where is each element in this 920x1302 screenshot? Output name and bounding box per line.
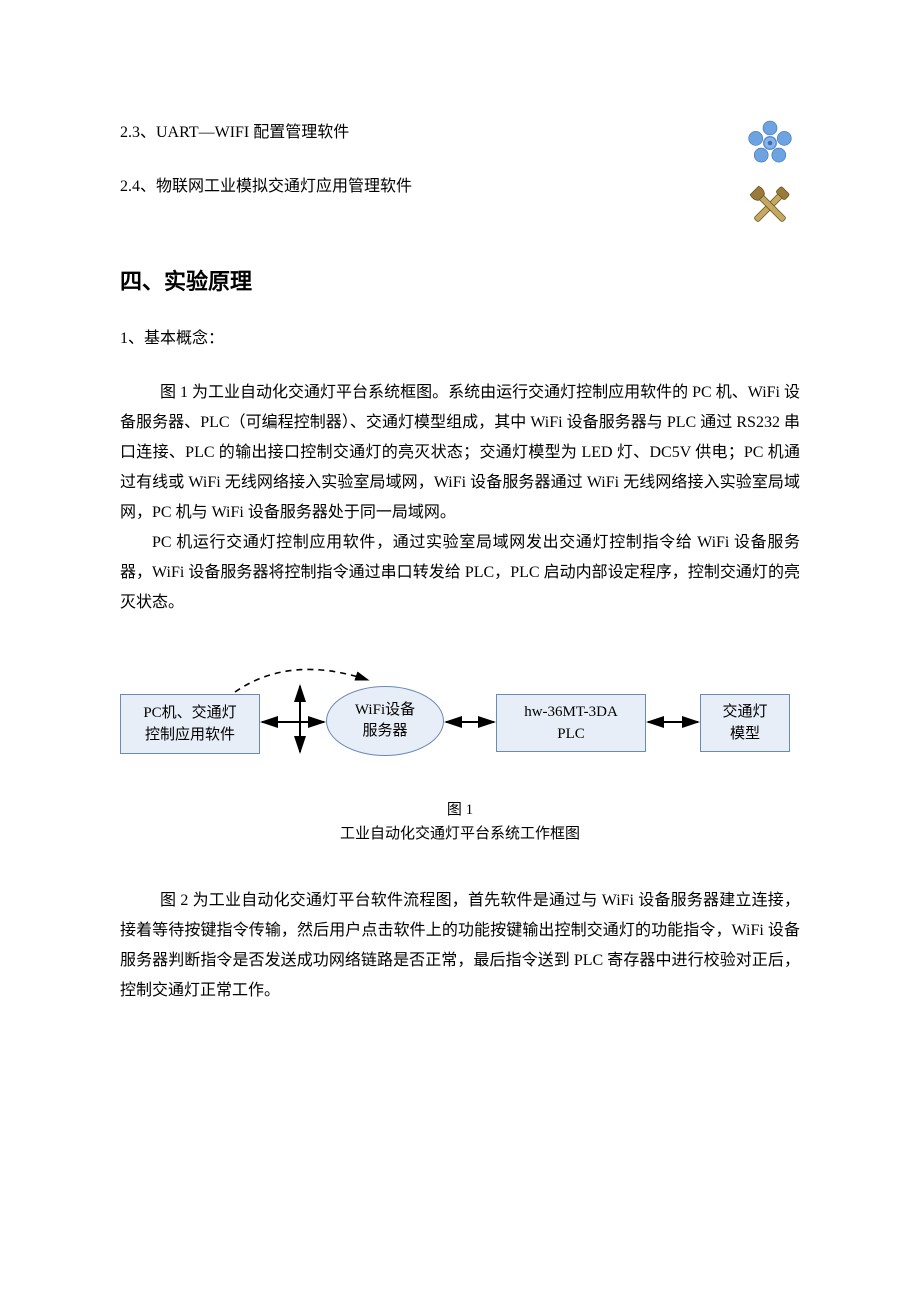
tools-crossed-icon: [747, 183, 793, 234]
node2-line2: 服务器: [362, 721, 407, 742]
node4-line2: 模型: [730, 723, 760, 746]
diagram-node-plc: hw-36MT-3DA PLC: [496, 694, 646, 752]
paragraph-3: 图 2 为工业自动化交通灯平台软件流程图，首先软件是通过与 WiFi 设备服务器…: [120, 886, 800, 1006]
node1-line1: PC机、交通灯: [143, 702, 236, 725]
subheading-1: 1、基本概念：: [120, 326, 800, 352]
node1-line2: 控制应用软件: [145, 724, 235, 747]
node3-line1: hw-36MT-3DA: [524, 701, 618, 724]
system-diagram: PC机、交通灯 控制应用软件 WiFi设备 服务器 hw-36MT-3DA PL…: [120, 644, 800, 784]
diagram-node-wifi: WiFi设备 服务器: [326, 686, 444, 756]
diagram-node-traffic: 交通灯 模型: [700, 694, 790, 752]
item-2-4: 2.4、物联网工业模拟交通灯应用管理软件: [120, 174, 740, 200]
node3-line2: PLC: [557, 723, 585, 746]
heading-4: 四、实验原理: [120, 264, 800, 296]
diagram-node-pc: PC机、交通灯 控制应用软件: [120, 694, 260, 754]
node2-line1: WiFi设备: [355, 700, 415, 721]
paragraph-1: 图 1 为工业自动化交通灯平台系统框图。系统由运行交通灯控制应用软件的 PC 机…: [120, 378, 800, 528]
top-items-list: 2.3、UART—WIFI 配置管理软件 2.4、物联网工业模拟交通灯应用管理软…: [120, 120, 740, 227]
figure-caption-line2: 工业自动化交通灯平台系统工作框图: [120, 822, 800, 846]
top-section: 2.3、UART—WIFI 配置管理软件 2.4、物联网工业模拟交通灯应用管理软…: [120, 120, 800, 234]
item-2-3: 2.3、UART—WIFI 配置管理软件: [120, 120, 740, 146]
icons-column: [740, 120, 800, 234]
figure-caption-line1: 图 1: [120, 798, 800, 822]
gear-flower-icon: [747, 120, 793, 171]
node4-line1: 交通灯: [722, 701, 767, 724]
paragraph-2: PC 机运行交通灯控制应用软件，通过实验室局域网发出交通灯控制指令给 WiFi …: [120, 528, 800, 618]
